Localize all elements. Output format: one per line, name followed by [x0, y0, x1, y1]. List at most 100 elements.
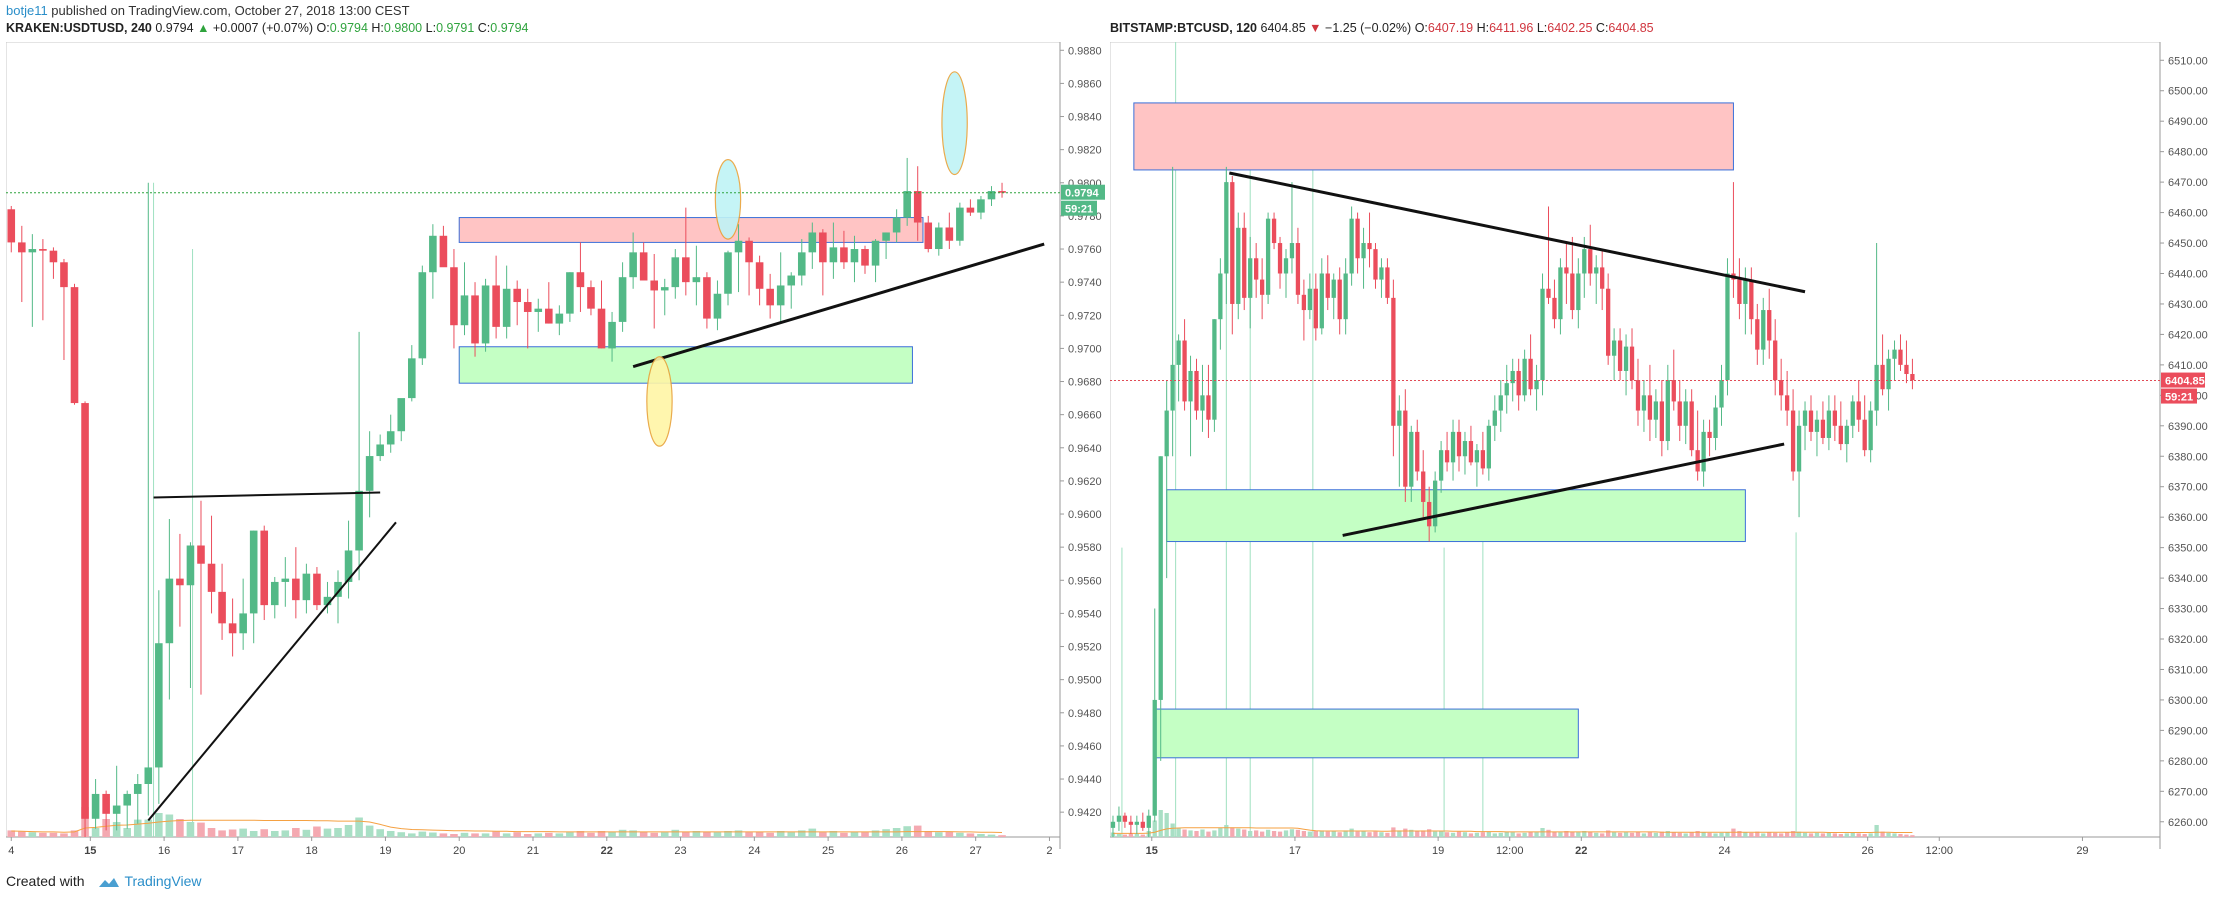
volume-bar	[292, 828, 300, 837]
volume-bar	[492, 831, 500, 837]
candle	[1558, 267, 1563, 320]
y-tick-label: 0.9560	[1068, 575, 1102, 587]
candle	[270, 581, 279, 606]
y-tick-label: 0.9460	[1068, 741, 1102, 753]
x-tick-label: 17	[1289, 845, 1301, 857]
btc-chart[interactable]: 6510.00 6500.00 6490.00 6480.00 6470.00 6460.…	[1110, 42, 2214, 862]
x-tick-label: 15	[1146, 845, 1158, 857]
volume-bar	[1486, 831, 1491, 837]
volume-bar	[1695, 831, 1700, 837]
symbol-left[interactable]: KRAKEN:USDTUSD, 240	[6, 21, 152, 35]
change-left: +0.0007 (+0.07%)	[212, 21, 313, 35]
volume-bar	[1373, 831, 1378, 837]
volume-bar	[334, 828, 342, 837]
candle	[1212, 319, 1217, 420]
volume-bar	[1790, 831, 1796, 837]
candle	[1271, 218, 1277, 244]
candle	[1182, 340, 1187, 402]
candle	[1719, 380, 1724, 408]
candle	[1158, 456, 1163, 700]
volume-bar	[1880, 831, 1885, 837]
cyan-highlight-ellipse	[941, 71, 968, 176]
last-price-badge-label: 6404.85	[2165, 376, 2205, 388]
candle	[155, 643, 163, 768]
volume-bar	[1170, 823, 1175, 837]
volume-bar	[1391, 827, 1396, 837]
last-price-badge	[1061, 184, 1105, 200]
volume-bar	[671, 829, 680, 837]
candle	[1588, 249, 1593, 274]
candle	[1808, 410, 1814, 432]
candle	[1611, 340, 1617, 356]
candle	[334, 581, 342, 597]
volume-bar	[1868, 833, 1873, 837]
candle	[534, 308, 543, 312]
volume-bar	[1671, 832, 1676, 837]
volume-bar	[1421, 830, 1426, 837]
y-tick-label: 0.9820	[1068, 145, 1102, 157]
countdown-label: 59:21	[1065, 204, 1093, 216]
volume-bar	[1343, 830, 1348, 837]
countdown-badge	[2161, 388, 2197, 404]
volume-bar	[892, 828, 901, 837]
volume-bar	[39, 832, 47, 837]
countdown-badge	[1061, 200, 1097, 216]
candle	[1361, 243, 1366, 259]
resistance-zone	[458, 217, 924, 243]
symbol-right[interactable]: BITSTAMP:BTCUSD, 120	[1110, 21, 1258, 35]
volume-bar	[1230, 827, 1235, 837]
candle	[323, 596, 332, 606]
tradingview-link[interactable]: TradingView	[124, 873, 202, 889]
candle	[133, 784, 142, 794]
y-tick-label: 6350.00	[2168, 543, 2208, 555]
volume-bar	[1397, 830, 1402, 837]
candle	[618, 277, 627, 322]
candle	[1188, 370, 1193, 402]
volume-bar	[787, 832, 796, 837]
candle	[460, 295, 469, 326]
candle	[91, 793, 100, 819]
x-tick-label: 20	[453, 845, 465, 857]
volume-bar	[1808, 833, 1814, 837]
candle	[840, 247, 848, 263]
candle	[1462, 441, 1468, 457]
volume-bar	[1427, 829, 1432, 837]
volume-bar	[1534, 832, 1539, 837]
candle	[1635, 380, 1641, 411]
volume-bar	[502, 833, 511, 837]
volume-ma-line	[1113, 827, 1913, 834]
close-label-right: C:	[1595, 21, 1609, 35]
candle	[934, 227, 943, 250]
y-tick-label: 6290.00	[2168, 725, 2208, 737]
volume-bar	[1325, 831, 1330, 837]
volume-bar	[1313, 831, 1318, 837]
candle	[123, 793, 132, 806]
volume-bar	[1409, 829, 1414, 837]
candle	[1319, 273, 1324, 329]
candle	[608, 321, 616, 349]
candle	[1528, 358, 1533, 390]
volume-bar	[7, 830, 16, 837]
open-value-left: 0.9794	[329, 21, 368, 35]
y-tick-label: 0.9880	[1068, 45, 1102, 57]
y-tick-label: 0.9540	[1068, 608, 1102, 620]
candle	[7, 209, 16, 243]
candle	[1444, 450, 1450, 463]
volume-bar	[1438, 831, 1444, 837]
candle	[713, 293, 722, 319]
candle	[1606, 288, 1611, 356]
volume-bar	[1456, 831, 1462, 837]
candle	[1254, 258, 1259, 280]
x-tick-label: 27	[970, 845, 982, 857]
candle	[724, 252, 732, 294]
author-link[interactable]: botje11	[6, 3, 48, 18]
candle	[1701, 431, 1706, 472]
volume-bar	[1546, 829, 1551, 837]
volume-bar	[703, 831, 711, 837]
volume-bar	[1188, 830, 1193, 837]
x-tick-label: 29	[2076, 845, 2088, 857]
volume-bar	[819, 832, 827, 837]
volume-bar	[133, 819, 142, 837]
usdt-chart[interactable]: 0.98800.98600.98400.98200.98000.97800.97…	[6, 42, 1106, 862]
candle	[977, 199, 985, 213]
